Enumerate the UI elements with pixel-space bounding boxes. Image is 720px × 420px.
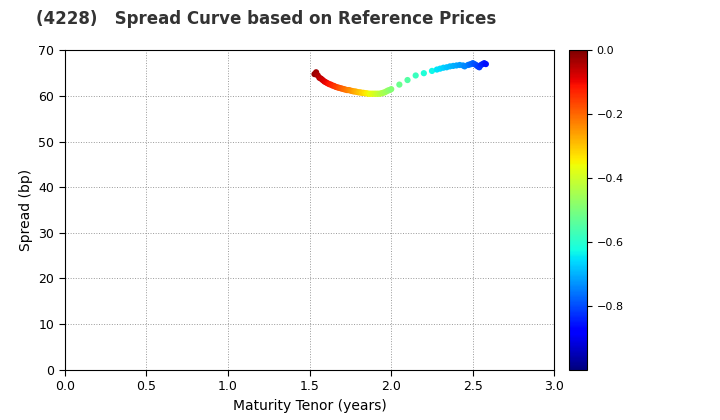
- Point: [384, 87, 395, 93]
- Point: [317, 77, 328, 84]
- Point: [310, 69, 322, 76]
- Point: [462, 62, 474, 68]
- Point: [385, 86, 397, 92]
- Point: [340, 86, 351, 93]
- Point: [469, 61, 480, 68]
- Point: [349, 88, 361, 95]
- X-axis label: Maturity Tenor (years): Maturity Tenor (years): [233, 399, 387, 412]
- Point: [480, 61, 492, 68]
- Point: [377, 89, 389, 96]
- Point: [410, 72, 421, 79]
- Point: [351, 89, 363, 95]
- Point: [475, 62, 487, 68]
- Point: [353, 89, 364, 96]
- Point: [366, 90, 377, 97]
- Point: [451, 62, 462, 69]
- Point: [322, 80, 333, 87]
- Point: [358, 89, 369, 96]
- Text: (4228)   Spread Curve based on Reference Prices: (4228) Spread Curve based on Reference P…: [36, 10, 496, 29]
- Point: [441, 64, 452, 71]
- Point: [332, 84, 343, 91]
- Point: [470, 62, 482, 68]
- Point: [320, 79, 332, 86]
- Point: [354, 89, 366, 96]
- Point: [376, 90, 387, 97]
- Point: [479, 60, 490, 66]
- Point: [323, 81, 335, 87]
- Point: [364, 90, 376, 97]
- Point: [361, 90, 372, 97]
- Point: [418, 70, 430, 76]
- Point: [444, 63, 456, 70]
- Point: [457, 62, 469, 69]
- Point: [434, 65, 446, 72]
- Point: [467, 60, 479, 66]
- Point: [459, 63, 470, 70]
- Point: [454, 62, 466, 68]
- Y-axis label: Spread (bp): Spread (bp): [19, 169, 33, 251]
- Point: [328, 83, 340, 89]
- Point: [327, 82, 338, 89]
- Point: [312, 72, 323, 79]
- Point: [345, 87, 356, 94]
- Point: [367, 90, 379, 97]
- Point: [371, 90, 382, 97]
- Point: [472, 63, 483, 70]
- Point: [356, 89, 368, 96]
- Point: [369, 90, 381, 97]
- Point: [315, 75, 327, 82]
- Point: [379, 89, 390, 96]
- Point: [477, 61, 488, 68]
- Point: [374, 90, 385, 97]
- Point: [314, 74, 325, 81]
- Point: [465, 61, 477, 68]
- Point: [346, 88, 358, 94]
- Point: [348, 88, 359, 95]
- Point: [402, 77, 413, 84]
- Point: [309, 71, 320, 77]
- Point: [336, 85, 348, 92]
- Point: [431, 66, 443, 73]
- Point: [341, 87, 353, 93]
- Point: [394, 81, 405, 88]
- Point: [438, 64, 449, 71]
- Point: [330, 84, 341, 90]
- Point: [335, 85, 346, 92]
- Point: [338, 86, 350, 92]
- Point: [381, 88, 392, 95]
- Point: [447, 63, 459, 69]
- Point: [372, 90, 384, 97]
- Point: [359, 90, 371, 97]
- Point: [325, 81, 336, 88]
- Point: [363, 90, 374, 97]
- Point: [426, 68, 438, 74]
- Point: [464, 61, 475, 68]
- Point: [343, 87, 354, 93]
- Point: [333, 84, 345, 91]
- Point: [318, 78, 330, 85]
- Point: [474, 64, 485, 71]
- Point: [382, 87, 394, 94]
